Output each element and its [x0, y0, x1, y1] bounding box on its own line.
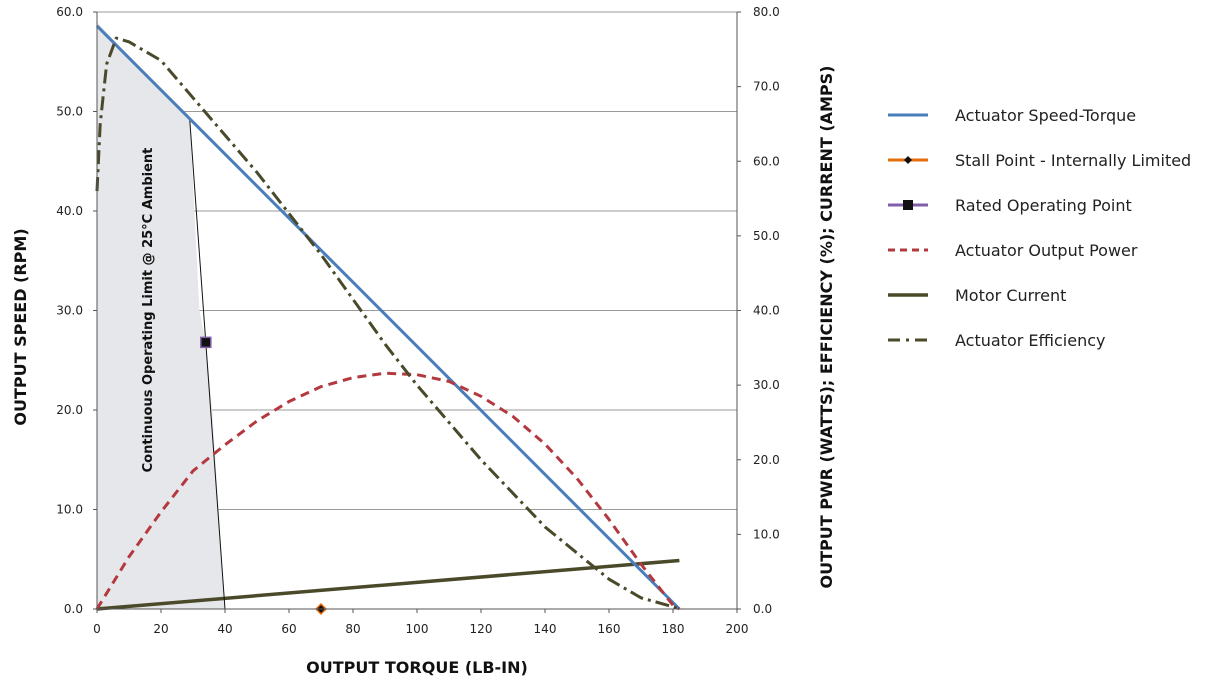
x-tick-label: 120 — [470, 622, 493, 636]
series-motor-current — [96, 558, 680, 611]
legend-label: Actuator Speed-Torque — [955, 106, 1136, 125]
x-tick-label: 200 — [726, 622, 749, 636]
x-tick-label: 160 — [598, 622, 621, 636]
operating-limit-annotation: Continuous Operating Limit @ 25°C Ambien… — [141, 148, 156, 473]
y-right-axis-title: OUTPUT PWR (WATTS); EFFICIENCY (%); CURR… — [817, 66, 836, 589]
y-left-tick-label: 50.0 — [56, 105, 83, 119]
operating-limit-shade — [97, 21, 225, 609]
y-right-tick-label: 40.0 — [753, 304, 780, 318]
y-right-tick-label: 30.0 — [753, 378, 780, 392]
legend-label: Rated Operating Point — [955, 196, 1132, 215]
x-tick-label: 180 — [662, 622, 685, 636]
series-layer — [95, 24, 681, 616]
legend-label: Motor Current — [955, 286, 1066, 305]
y-right-tick-label: 70.0 — [753, 80, 780, 94]
y-left-tick-label: 30.0 — [56, 304, 83, 318]
x-tick-label: 0 — [93, 622, 101, 636]
tick-labels: 0 20 40 60 80 100 120 140 160 180 200 0.0 10.0 20.0 30… — [56, 5, 779, 636]
x-tick-label: 140 — [534, 622, 557, 636]
legend-label: Actuator Output Power — [955, 241, 1138, 260]
y-right-tick-label: 80.0 — [753, 5, 780, 19]
legend-square-marker — [903, 200, 913, 210]
x-tick-label: 100 — [406, 622, 429, 636]
y-left-tick-label: 20.0 — [56, 403, 83, 417]
operating-limit-region — [97, 21, 225, 609]
legend-label: Actuator Efficiency — [955, 331, 1105, 350]
x-axis-title: OUTPUT TORQUE (LB-IN) — [306, 658, 528, 677]
y-left-tick-label: 40.0 — [56, 204, 83, 218]
legend: Actuator Speed-Torque Stall Point - Inter… — [888, 106, 1191, 350]
y-right-tick-label: 50.0 — [753, 229, 780, 243]
y-right-tick-label: 60.0 — [753, 154, 780, 168]
legend-diamond-marker — [904, 156, 912, 164]
series-speed-torque — [95, 24, 681, 611]
y-right-tick-label: 0.0 — [753, 602, 772, 616]
operating-limit-line — [189, 120, 226, 610]
y-left-tick-label: 0.0 — [64, 602, 83, 616]
series-efficiency — [95, 36, 680, 611]
y-left-axis-title: OUTPUT SPEED (RPM) — [11, 228, 30, 425]
y-right-tick-label: 20.0 — [753, 453, 780, 467]
y-left-tick-label: 60.0 — [56, 5, 83, 19]
x-tick-label: 60 — [281, 622, 296, 636]
rated-operating-point-marker — [200, 336, 212, 349]
x-tick-label: 40 — [217, 622, 232, 636]
y-left-tick-label: 10.0 — [56, 503, 83, 517]
x-tick-label: 20 — [153, 622, 168, 636]
legend-label: Stall Point - Internally Limited — [955, 151, 1191, 170]
y-right-tick-label: 10.0 — [753, 527, 780, 541]
x-tick-label: 80 — [345, 622, 360, 636]
axes — [93, 11, 741, 613]
